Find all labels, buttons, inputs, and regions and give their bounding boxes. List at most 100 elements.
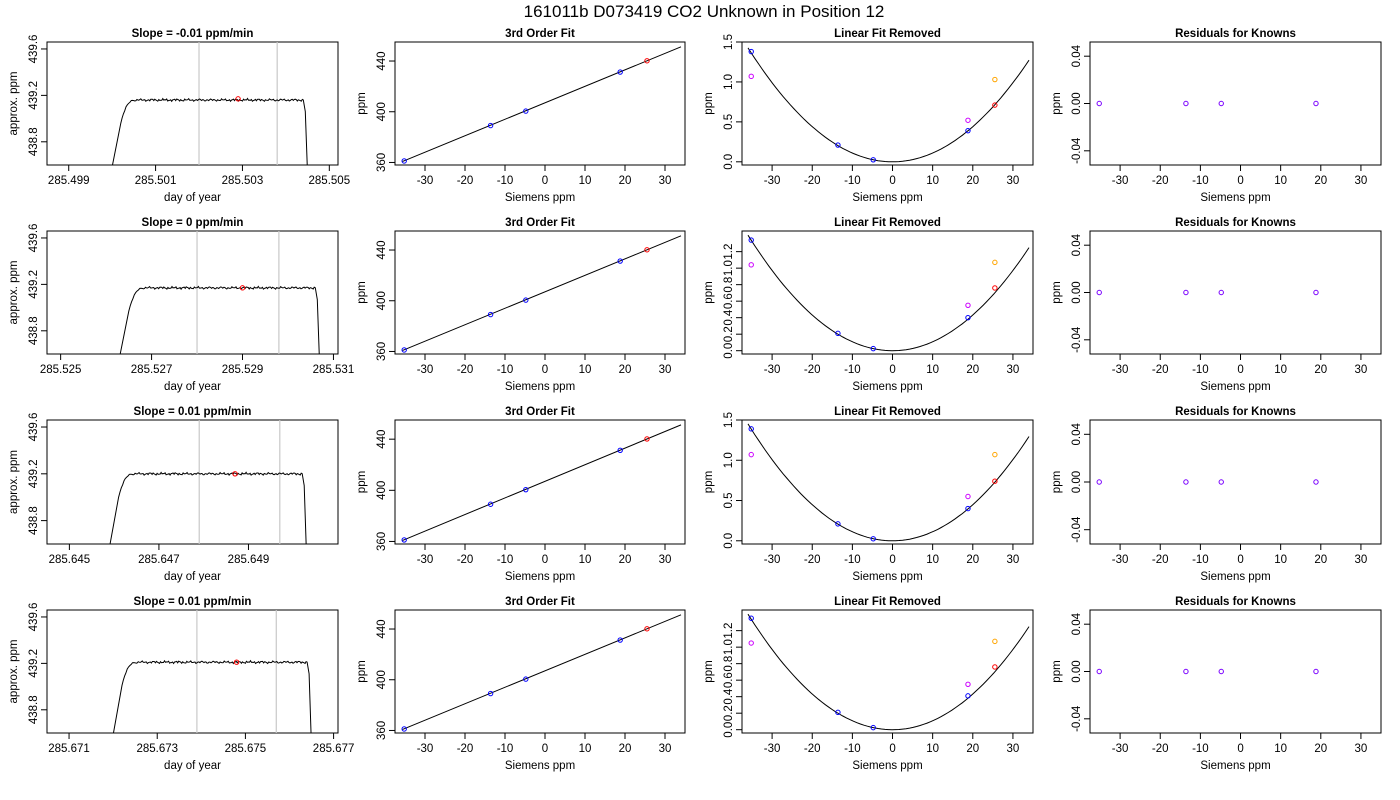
x-tick-label: 20 xyxy=(619,743,632,755)
x-tick-label: -20 xyxy=(1152,175,1169,187)
timeseries-line xyxy=(119,285,320,354)
data-point xyxy=(965,127,971,134)
page-title: 161011b D073419 CO2 Unknown in Position … xyxy=(524,2,885,21)
plot-frame xyxy=(741,41,1034,166)
data-point xyxy=(748,48,754,55)
data-point xyxy=(1183,100,1189,107)
x-tick-label: 10 xyxy=(926,175,939,187)
x-tick-label: 0 xyxy=(889,175,895,187)
x-tick-label: 20 xyxy=(966,554,979,566)
x-tick-label: 10 xyxy=(926,364,939,376)
y-axis-label: approx. ppm xyxy=(8,640,20,704)
y-axis-label: approx. ppm xyxy=(8,450,20,514)
x-tick-label: -10 xyxy=(497,364,514,376)
fit-line xyxy=(402,424,682,541)
x-tick-label: 30 xyxy=(1007,175,1020,187)
x-tick-label: -30 xyxy=(764,175,781,187)
y-axis-label: ppm xyxy=(1051,471,1063,493)
x-axis-label: day of year xyxy=(164,571,221,583)
plot-area xyxy=(112,610,312,733)
x-tick-label: 20 xyxy=(1314,364,1327,376)
chart-panel-r3c3: Linear Fit Removed -30 -20 -10 0 10 20 30 Siemen… xyxy=(703,406,1034,583)
plot-area xyxy=(1096,289,1319,296)
plot-area xyxy=(401,424,682,543)
x-tick-label: 0 xyxy=(542,175,548,187)
y-tick-label: 0.4 xyxy=(723,688,735,705)
x-tick-label: 0 xyxy=(542,743,548,755)
data-point xyxy=(1096,668,1102,675)
y-tick-label: 439.2 xyxy=(28,459,40,488)
timeseries-line xyxy=(109,471,307,544)
chart-panel-r3c4: Residuals for Knowns -30 -20 -10 0 10 20 30 Siem… xyxy=(1051,406,1382,583)
data-point xyxy=(487,311,494,318)
x-tick-label: -20 xyxy=(804,554,821,566)
x-tick-label: -10 xyxy=(844,364,861,376)
data-point xyxy=(401,726,407,732)
y-tick-label: 0.04 xyxy=(1071,423,1083,446)
chart-panel-r1c2: 3rd Order Fit -30 -20 -10 0 10 20 30 Siemens ppm… xyxy=(356,28,686,204)
fit-curve xyxy=(747,613,1030,731)
y-tick-label: 0.04 xyxy=(1071,44,1083,67)
data-point xyxy=(523,108,529,114)
data-point xyxy=(748,640,754,646)
data-point xyxy=(1313,100,1319,107)
data-point xyxy=(401,537,407,543)
chart-panel-r3c2: 3rd Order Fit -30 -20 -10 0 10 20 30 Siemens ppm… xyxy=(356,406,686,583)
y-axis-label: ppm xyxy=(703,471,715,493)
x-tick-label: 285.649 xyxy=(228,554,270,566)
x-axis-label: Siemens ppm xyxy=(505,381,575,393)
x-tick-label: 10 xyxy=(579,554,592,566)
data-point xyxy=(1218,668,1224,675)
x-tick-label: -30 xyxy=(1112,175,1129,187)
data-point xyxy=(1313,668,1319,675)
data-point xyxy=(992,102,998,108)
y-axis-label: ppm xyxy=(356,92,368,114)
data-point xyxy=(870,345,876,352)
fit-curve xyxy=(747,47,1030,163)
y-axis-label: ppm xyxy=(703,281,715,303)
x-tick-label: 285.529 xyxy=(222,364,264,376)
x-tick-label: 10 xyxy=(926,554,939,566)
y-tick-label: 440 xyxy=(376,619,388,638)
data-point xyxy=(1313,289,1319,296)
data-point xyxy=(835,330,841,337)
y-tick-label: 360 xyxy=(376,342,388,361)
chart-title: Linear Fit Removed xyxy=(834,28,941,40)
y-tick-label: 1.0 xyxy=(723,639,735,655)
chart-panel-r1c3: Linear Fit Removed -30 -20 -10 0 10 20 30 Siemen… xyxy=(703,28,1034,204)
x-tick-label: -30 xyxy=(764,743,781,755)
data-point xyxy=(1218,289,1224,296)
data-point xyxy=(748,262,754,268)
x-axis-label: Siemens ppm xyxy=(852,571,922,583)
y-tick-label: -0.04 xyxy=(1071,516,1083,543)
y-tick-label: 1.5 xyxy=(723,412,735,428)
x-tick-label: -20 xyxy=(1152,743,1169,755)
y-tick-label: 0.8 xyxy=(723,277,735,293)
x-tick-label: -10 xyxy=(1192,554,1209,566)
chart-title: Slope = -0.01 ppm/min xyxy=(132,28,254,40)
y-axis-label: ppm xyxy=(703,92,715,114)
fit-curve xyxy=(747,423,1030,542)
plot-frame xyxy=(46,609,339,734)
x-tick-label: 30 xyxy=(1007,743,1020,755)
y-tick-label: 0.4 xyxy=(723,309,735,326)
data-point xyxy=(617,258,623,264)
x-tick-label: 30 xyxy=(659,175,672,187)
y-axis-label: ppm xyxy=(356,660,368,682)
data-point xyxy=(870,536,876,542)
y-tick-label: 438.8 xyxy=(28,506,40,535)
data-point xyxy=(487,501,494,507)
data-point xyxy=(992,664,998,670)
data-point xyxy=(401,347,407,353)
x-axis-label: Siemens ppm xyxy=(1200,760,1270,772)
plot-frame xyxy=(741,419,1034,545)
data-point xyxy=(748,615,754,621)
data-point xyxy=(748,73,754,80)
x-tick-label: -10 xyxy=(497,554,514,566)
x-tick-label: -30 xyxy=(417,364,434,376)
plot-area xyxy=(401,235,682,353)
y-tick-label: 0.04 xyxy=(1071,612,1083,635)
y-axis-label: approx. ppm xyxy=(8,72,20,136)
plot-area xyxy=(119,231,320,354)
